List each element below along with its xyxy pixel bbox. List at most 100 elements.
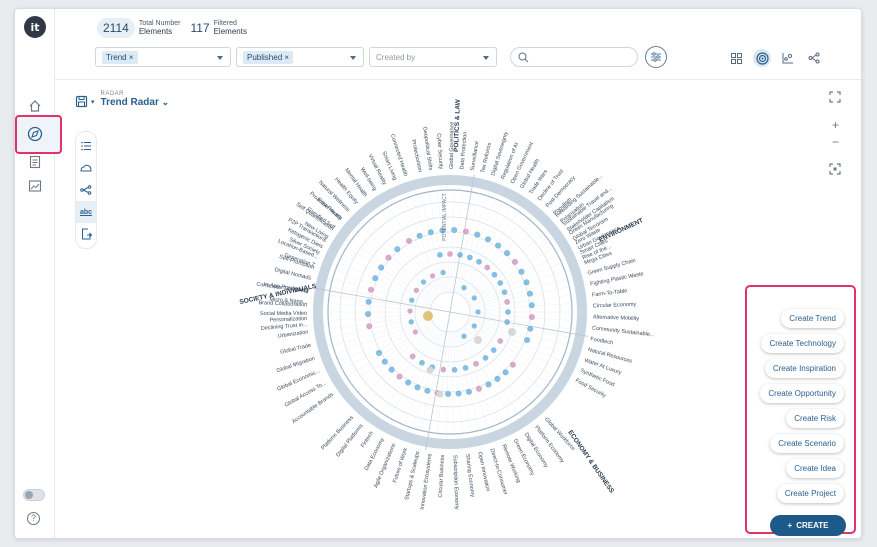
spoke-line	[459, 206, 512, 295]
create-scenario-button[interactable]: Create Scenario	[770, 434, 844, 453]
trend-dot	[511, 258, 519, 266]
radar-title-text: Trend Radar	[100, 97, 159, 108]
society-trend-label: Personalization	[269, 316, 307, 324]
fullscreen-icon[interactable]	[829, 91, 841, 106]
zoom-out-button[interactable]: −	[831, 135, 839, 149]
trend-dot	[493, 375, 502, 383]
spoke-line	[338, 262, 432, 305]
radar-view-icon[interactable]	[753, 49, 771, 67]
trend-radar[interactable]: POTENTIAL IMPACT Rewarding Sustainable...…	[200, 87, 700, 537]
trend-dot	[450, 366, 458, 374]
create-button[interactable]: + CREATE	[770, 515, 846, 536]
document-icon[interactable]	[26, 153, 44, 171]
zoom-in-button[interactable]: +	[831, 118, 839, 132]
list-view-icon[interactable]	[76, 135, 96, 157]
logo[interactable]: it	[24, 16, 46, 38]
spoke-line	[463, 221, 532, 298]
network-icon[interactable]	[76, 179, 96, 201]
trend-dot	[364, 310, 372, 318]
radar-toolbar: abc	[75, 131, 97, 249]
radar-selector[interactable]: RADAR Trend Radar ⌄	[101, 91, 170, 109]
politics-trend-label: Global Governance	[449, 122, 455, 169]
society-trend-label: Brand Collaboration	[258, 300, 307, 308]
sector-divider	[449, 311, 588, 337]
create-inspiration-button[interactable]: Create Inspiration	[764, 359, 844, 378]
filtered-label-line-1: Filtered	[213, 20, 237, 27]
focus-icon[interactable]	[829, 163, 841, 178]
grid-view-icon[interactable]	[727, 49, 745, 67]
remove-chip-icon[interactable]: ×	[128, 52, 134, 62]
create-technology-button[interactable]: Create Technology	[761, 334, 844, 353]
spoke-line	[328, 303, 431, 311]
trend-dot	[526, 325, 534, 333]
spoke-line	[469, 314, 571, 330]
cloud-icon[interactable]	[76, 157, 96, 179]
network-view-icon[interactable]	[805, 49, 823, 67]
remove-chip-icon[interactable]: ×	[284, 52, 290, 62]
trend-dot	[413, 286, 420, 294]
total-label-line-1: Total Number	[138, 20, 181, 27]
home-icon[interactable]	[26, 97, 44, 115]
spoke-line	[342, 254, 433, 303]
trend-dot	[377, 263, 385, 272]
trend-dot	[456, 251, 464, 259]
spoke-line	[466, 240, 549, 301]
create-idea-button[interactable]: Create Idea	[786, 459, 844, 478]
spoke-line	[462, 215, 526, 297]
create-opportunity-button[interactable]: Create Opportunity	[760, 384, 844, 403]
sector-divider	[312, 287, 451, 313]
search-icon	[518, 52, 529, 63]
trend-dot	[371, 274, 379, 282]
create-project-button[interactable]: Create Project	[776, 484, 844, 503]
spoke-line	[451, 331, 464, 434]
sector-title: POLITICS & LAW	[453, 98, 462, 152]
create-button-label: CREATE	[796, 521, 829, 530]
society-trend-label: Global Trade	[280, 343, 312, 356]
spoke-line	[469, 294, 571, 310]
trend-dot	[415, 232, 424, 240]
spoke-line	[466, 322, 554, 377]
trend-dot	[462, 227, 470, 236]
trend-dot	[426, 366, 434, 374]
spoke-line	[468, 270, 565, 306]
spoke-line	[467, 321, 558, 370]
spoke-line	[453, 331, 472, 433]
advanced-filter-button[interactable]	[645, 46, 667, 68]
type-chip[interactable]: Trend ×	[102, 50, 138, 64]
trend-dot	[503, 249, 511, 257]
trend-dot	[474, 308, 482, 316]
status-filter[interactable]: Published ×	[236, 47, 364, 67]
sidebar-item-radar-highlight	[15, 115, 62, 154]
trend-dot	[462, 364, 470, 372]
trend-dot	[404, 378, 412, 387]
society-trend-label: Digital Nomads	[274, 267, 312, 282]
help-icon[interactable]: ?	[27, 512, 40, 525]
save-menu-caret-icon[interactable]: ▾	[91, 99, 95, 106]
trend-dot	[446, 250, 454, 258]
radar-title[interactable]: Trend Radar ⌄	[101, 97, 170, 108]
save-icon[interactable]	[75, 95, 89, 109]
politics-trend-label: Geopolitical Shifts	[421, 126, 433, 171]
theme-toggle[interactable]	[23, 489, 45, 501]
create-trend-button[interactable]: Create Trend	[781, 309, 844, 328]
trend-dot	[490, 271, 498, 279]
economy-trend-label: Fintech	[360, 431, 375, 449]
chart-view-icon[interactable]	[779, 49, 797, 67]
search-input[interactable]	[510, 47, 638, 67]
text-labels-toggle[interactable]: abc	[76, 201, 96, 223]
trend-dot	[364, 298, 373, 306]
trend-dot	[413, 383, 422, 391]
spoke-line	[412, 195, 445, 294]
spoke-line	[466, 247, 554, 302]
export-icon[interactable]	[76, 223, 96, 245]
create-risk-button[interactable]: Create Risk	[786, 409, 844, 428]
trend-dot	[473, 230, 481, 239]
compass-icon[interactable]	[26, 125, 44, 143]
created-by-filter[interactable]: Created by	[369, 47, 497, 67]
economy-trend-label: Innovation Ecosystems	[420, 453, 434, 510]
type-filter[interactable]: Trend ×	[95, 47, 231, 67]
status-chip[interactable]: Published ×	[243, 50, 294, 64]
trend-dot	[504, 308, 512, 316]
spoke-line	[460, 328, 519, 414]
chart-icon[interactable]	[26, 177, 44, 195]
